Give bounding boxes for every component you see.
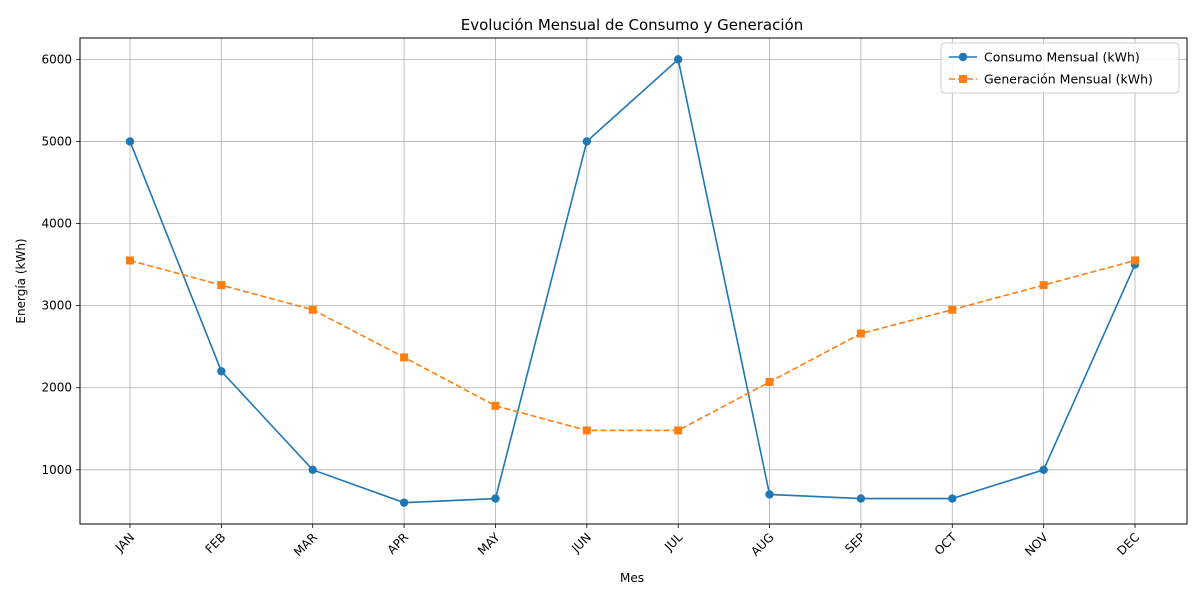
data-point-marker	[765, 377, 774, 386]
data-point-marker	[217, 367, 226, 376]
y-tick-label: 2000	[41, 381, 72, 395]
legend-marker	[959, 75, 967, 83]
data-point-marker	[856, 329, 865, 338]
data-point-marker	[765, 490, 774, 499]
data-point-marker	[674, 426, 683, 435]
y-tick-label: 6000	[41, 52, 72, 66]
data-point-marker	[948, 305, 957, 314]
data-point-marker	[1039, 281, 1048, 290]
y-tick-label: 5000	[41, 134, 72, 148]
data-point-marker	[1131, 256, 1139, 265]
data-point-marker	[856, 494, 866, 503]
chart-title: Evolución Mensual de Consumo y Generació…	[461, 16, 803, 34]
data-point-marker	[491, 494, 500, 503]
legend: Consumo Mensual (kWh) Generación Mensual …	[940, 42, 1180, 94]
series-line	[129, 57, 1136, 504]
data-point-marker	[400, 353, 409, 362]
data-point-marker	[1039, 465, 1048, 475]
series-2	[126, 256, 1139, 435]
data-point-marker	[582, 426, 591, 435]
y-tick-label: 1000	[41, 463, 72, 477]
y-tick-label: 4000	[41, 217, 72, 231]
legend-label: Generación Mensual (kWh)	[984, 72, 1153, 87]
data-point-marker	[491, 401, 500, 410]
series-line	[129, 259, 1136, 432]
grid	[80, 38, 1187, 524]
data-point-marker	[308, 465, 317, 475]
y-ticks: 1000 2000 3000 4000 5000 6000	[41, 52, 80, 477]
data-point-marker	[308, 305, 317, 314]
y-tick-label: 3000	[41, 299, 72, 313]
data-point-marker	[126, 256, 134, 265]
data-point-marker	[217, 281, 226, 290]
legend-box	[940, 42, 1180, 94]
series-layer	[125, 55, 1140, 507]
plot-frame	[79, 37, 1188, 525]
legend-label: Consumo Mensual (kWh)	[984, 50, 1140, 65]
data-point-marker	[125, 137, 135, 146]
y-axis-label: Energía (kWh)	[14, 238, 28, 323]
legend-marker	[958, 52, 968, 62]
series-1	[125, 55, 1140, 507]
x-axis-label: Mes	[620, 571, 644, 585]
data-point-marker	[673, 55, 683, 64]
data-point-marker	[399, 498, 409, 507]
data-point-marker	[948, 494, 957, 503]
data-point-marker	[582, 137, 592, 146]
